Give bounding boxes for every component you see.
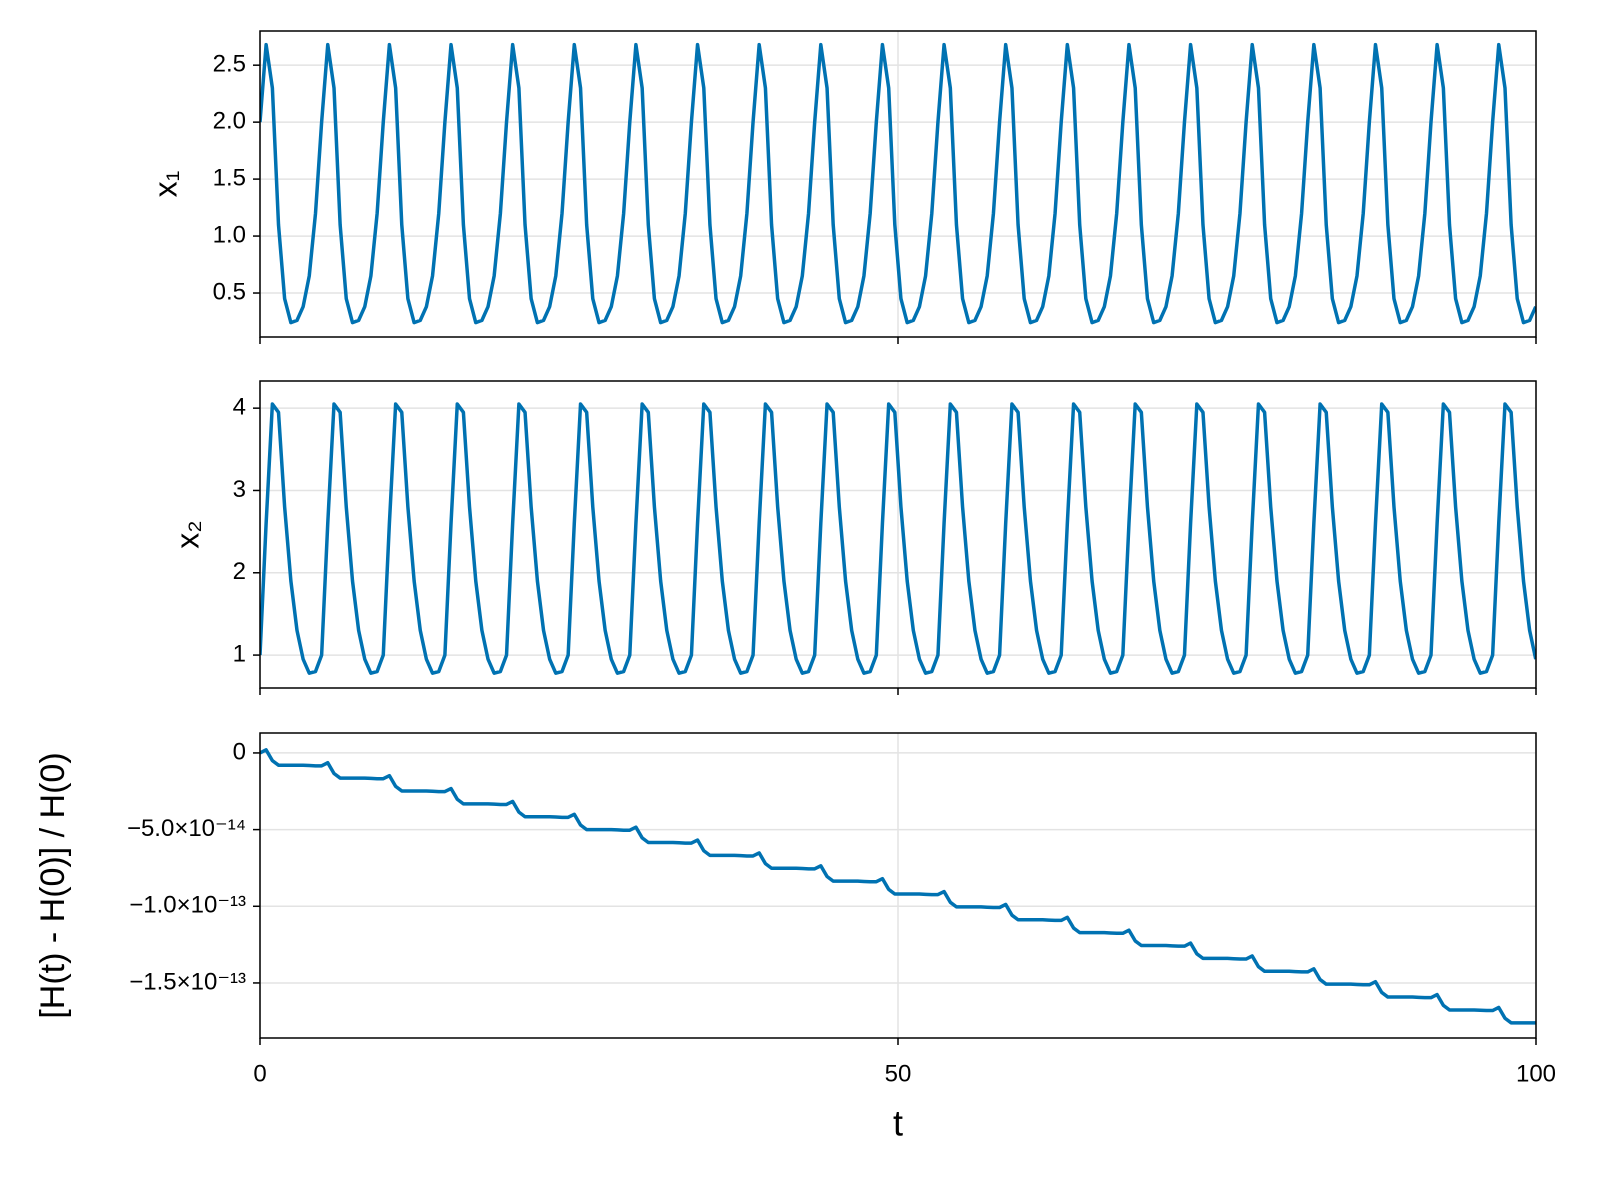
y-tick-label: 1: [233, 640, 246, 667]
y-tick-label: 1.0: [213, 221, 246, 248]
y-tick-label: 2.5: [213, 51, 246, 78]
y-tick-label: 2.0: [213, 107, 246, 134]
data-line: [260, 42, 1536, 325]
y-tick-label: 2: [233, 558, 246, 585]
y-tick-label: −1.0×10⁻¹³: [129, 892, 246, 919]
data-line: [260, 748, 1536, 1025]
x-tick-label: 100: [1516, 1060, 1556, 1087]
data-line: [260, 402, 1536, 675]
y-axis-label: x₂: [169, 520, 205, 548]
y-tick-label: 0.5: [213, 278, 246, 305]
y-axis-label: [H(t) - H(0)] / H(0): [34, 752, 72, 1018]
y-tick-label: −5.0×10⁻¹⁴: [127, 815, 246, 842]
x-tick-label: 50: [885, 1060, 912, 1087]
y-tick-label: 0: [233, 738, 246, 765]
x-tick-label: 0: [253, 1060, 266, 1087]
x-axis-label: t: [893, 1103, 903, 1144]
y-tick-label: 1.5: [213, 164, 246, 191]
y-tick-label: 4: [233, 394, 246, 421]
y-axis-label: x₁: [147, 171, 183, 198]
y-tick-label: −1.5×10⁻¹³: [129, 968, 246, 995]
y-tick-label: 3: [233, 476, 246, 503]
